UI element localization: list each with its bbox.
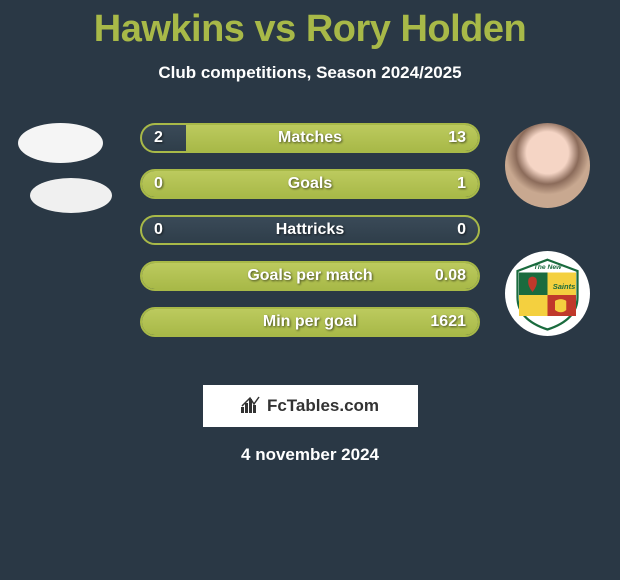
- stat-value-left: 2: [154, 125, 163, 151]
- stat-value-right: 0: [457, 217, 466, 243]
- bars-container: Matches213Goals01Hattricks00Goals per ma…: [140, 123, 480, 353]
- stat-row: Hattricks0 0: [140, 215, 480, 245]
- stat-value-left: 0: [154, 171, 163, 197]
- stat-label: Min per goal: [142, 309, 478, 335]
- stat-row: Min per goal1621: [140, 307, 480, 337]
- player-photo-left: [18, 123, 103, 163]
- date-text: 4 november 2024: [0, 445, 620, 465]
- svg-text:The New: The New: [534, 264, 563, 271]
- svg-text:Saints: Saints: [553, 282, 576, 291]
- club-badge-right: The New Saints: [505, 251, 590, 336]
- stats-area: The New Saints Matches213Goals01Hattrick…: [0, 123, 620, 373]
- branding-box: FcTables.com: [203, 385, 418, 427]
- subtitle: Club competitions, Season 2024/2025: [0, 63, 620, 83]
- stat-value-right: 0.08: [435, 263, 466, 289]
- page-title: Hawkins vs Rory Holden: [0, 0, 620, 51]
- chart-icon: [241, 395, 261, 418]
- stat-label: Goals per match: [142, 263, 478, 289]
- club-badge-left: [30, 178, 112, 213]
- stat-label: Matches: [142, 125, 478, 151]
- stat-value-right: 13: [448, 125, 466, 151]
- stat-value-right: 1621: [430, 309, 466, 335]
- stat-row: Matches2 13: [140, 123, 480, 153]
- stat-row: Goals0 1: [140, 169, 480, 199]
- stat-value-left: 0: [154, 217, 163, 243]
- saints-crest-icon: The New Saints: [510, 256, 585, 331]
- stat-row: Goals per match0.08: [140, 261, 480, 291]
- stat-label: Goals: [142, 171, 478, 197]
- branding-text: FcTables.com: [267, 396, 379, 416]
- player-photo-right: [505, 123, 590, 208]
- stat-label: Hattricks: [142, 217, 478, 243]
- stat-value-right: 1: [457, 171, 466, 197]
